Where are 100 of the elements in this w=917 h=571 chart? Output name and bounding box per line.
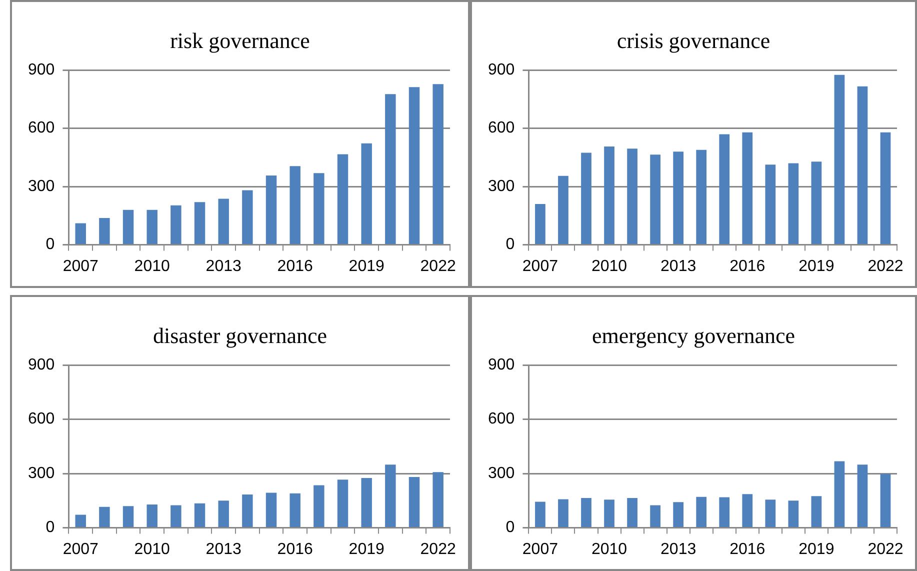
x-tick-label: 2016 (730, 258, 766, 275)
x-tick-label: 2019 (798, 540, 834, 558)
y-tick-label: 900 (488, 61, 515, 78)
x-tick-label: 2010 (134, 540, 170, 558)
chart-title: risk governance (170, 28, 310, 53)
bar (314, 173, 324, 244)
bar (432, 472, 444, 528)
x-tick-label: 2010 (591, 258, 628, 275)
x-tick-label: 2013 (660, 258, 696, 275)
x-tick-label: 2016 (730, 540, 766, 558)
bar (314, 485, 324, 528)
bar (218, 500, 229, 528)
y-tick-label: 300 (488, 178, 515, 195)
bar (857, 86, 868, 244)
bar (834, 74, 845, 244)
bar (719, 134, 730, 244)
bar (385, 464, 396, 528)
x-tick-label: 2007 (62, 258, 99, 275)
y-tick-label: 0 (506, 519, 515, 536)
bar (604, 500, 614, 528)
bar (194, 202, 206, 244)
bar (742, 494, 753, 528)
y-tick-label: 600 (28, 120, 55, 137)
bar (788, 500, 799, 528)
x-tick-label: 2019 (348, 540, 384, 558)
bar (558, 499, 568, 528)
x-tick-label: 2013 (206, 540, 242, 558)
x-tick-label: 2022 (868, 258, 904, 275)
bar (99, 218, 110, 244)
chart-title: emergency governance (592, 322, 795, 348)
x-tick-label: 2022 (868, 540, 904, 558)
bar (170, 205, 182, 244)
bar (673, 502, 684, 528)
bar (811, 496, 822, 528)
x-tick-label: 2010 (134, 258, 170, 275)
bar (788, 163, 799, 244)
bar (408, 87, 420, 244)
bar (535, 502, 546, 528)
chart-title: crisis governance (616, 28, 770, 53)
bar (650, 505, 660, 528)
x-tick-label: 2007 (522, 258, 558, 275)
x-tick-label: 2016 (277, 258, 313, 275)
bar (266, 175, 277, 244)
bar (75, 514, 86, 528)
bar (834, 461, 845, 528)
bar (558, 176, 568, 244)
bar (122, 506, 134, 528)
bar (811, 162, 822, 244)
bar (290, 166, 300, 244)
x-tick-label: 2007 (62, 540, 99, 558)
bar (408, 476, 420, 528)
bar (337, 154, 348, 244)
x-tick-label: 2019 (348, 258, 384, 275)
y-tick-label: 0 (46, 236, 55, 254)
bar (880, 132, 891, 244)
bar (432, 84, 444, 244)
bar (627, 498, 638, 528)
bar (290, 493, 300, 528)
x-tick-label: 2010 (591, 540, 628, 558)
bar (604, 146, 614, 244)
bar (194, 503, 206, 528)
bar (146, 504, 158, 528)
bar (361, 478, 372, 528)
bar (581, 152, 592, 244)
chart-title: disaster governance (152, 322, 328, 348)
x-tick-label: 2022 (420, 540, 456, 558)
bar (218, 198, 229, 244)
bar (385, 94, 396, 244)
x-tick-label: 2022 (420, 258, 456, 275)
bar (696, 496, 707, 528)
x-tick-label: 2019 (798, 258, 834, 275)
bar (742, 132, 753, 244)
bar (242, 190, 253, 244)
y-tick-label: 900 (488, 356, 515, 374)
bar (857, 464, 868, 528)
bar (99, 506, 110, 528)
bar (75, 223, 86, 244)
y-tick-label: 600 (488, 120, 515, 137)
bar (361, 143, 372, 244)
bar (650, 154, 660, 244)
bar (170, 505, 182, 528)
bar (719, 497, 730, 528)
bar (696, 150, 707, 244)
y-tick-label: 300 (488, 464, 515, 482)
bar (673, 152, 684, 244)
bar (765, 500, 776, 528)
bar (242, 494, 253, 528)
y-tick-label: 600 (488, 410, 515, 428)
y-tick-label: 300 (28, 464, 55, 482)
bar (146, 210, 158, 244)
x-tick-label: 2007 (522, 540, 558, 558)
bar (627, 148, 638, 244)
y-tick-label: 900 (28, 356, 55, 374)
bar (266, 492, 277, 528)
bar (122, 210, 134, 244)
y-tick-label: 600 (28, 410, 55, 428)
y-tick-label: 900 (28, 61, 55, 78)
bar (880, 474, 891, 528)
x-tick-label: 2016 (277, 540, 313, 558)
bar (581, 498, 592, 528)
